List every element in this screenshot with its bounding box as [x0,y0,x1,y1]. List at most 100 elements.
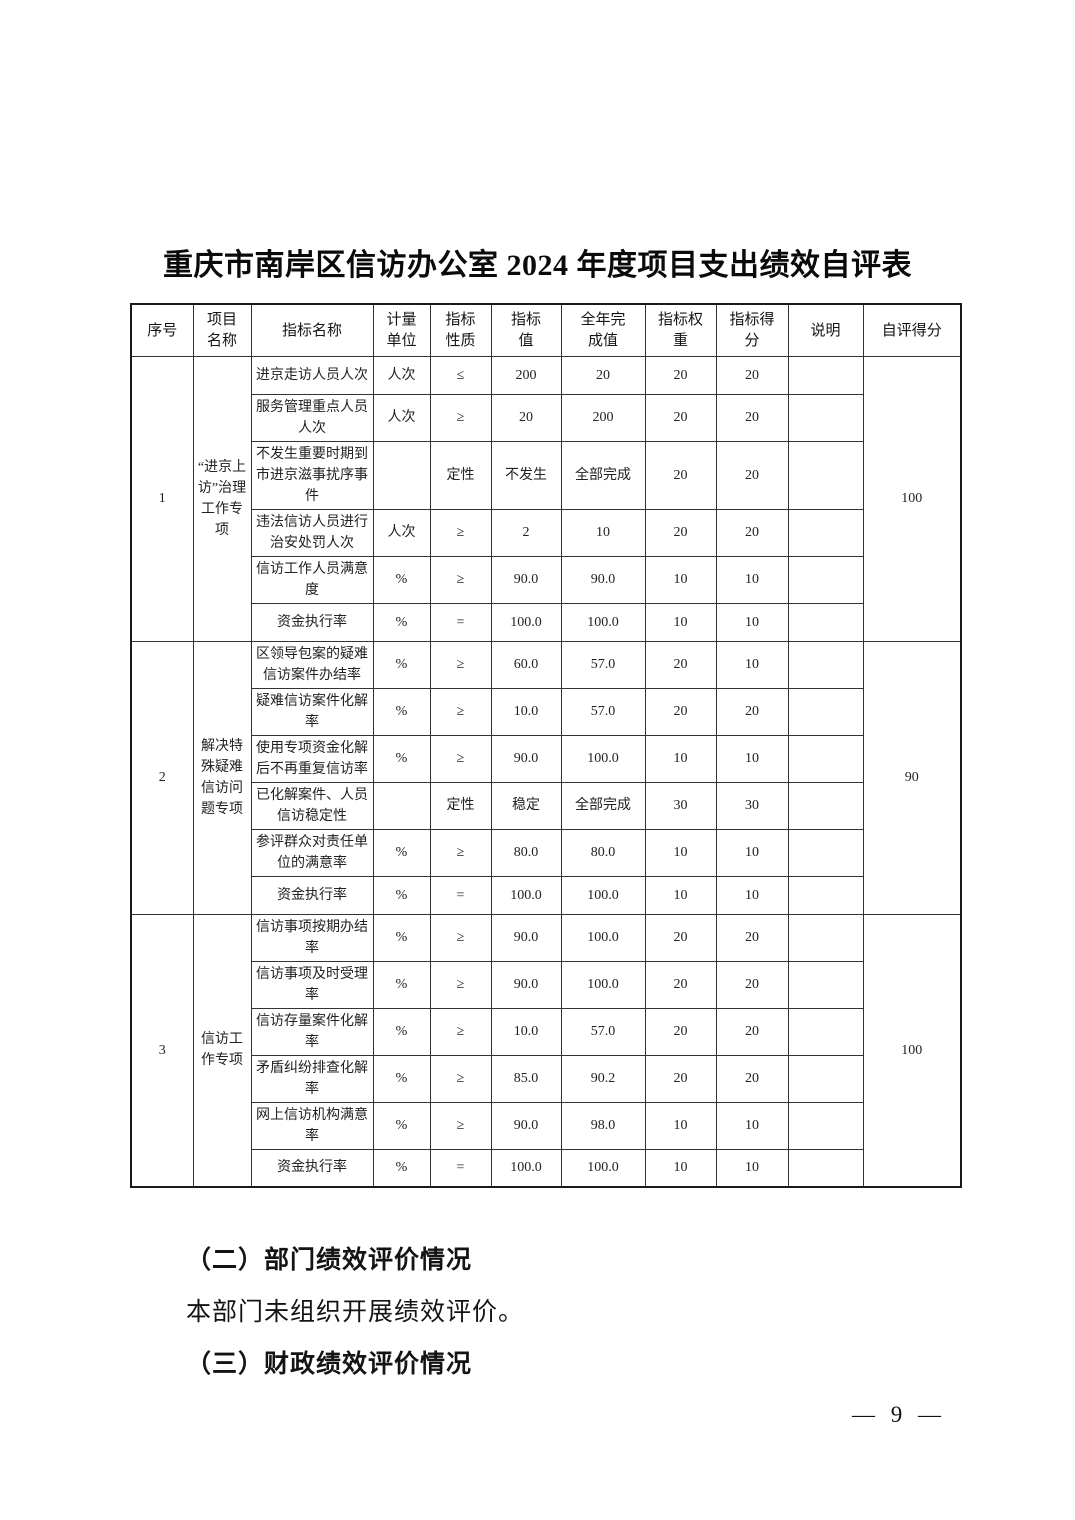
column-header-9: 说明 [787,303,864,357]
cell-weight: 20 [644,440,717,510]
cell-indicator-name: 网上信访机构满意率 [250,1101,374,1150]
cell-actual-value: 全部完成 [560,781,646,830]
cell-project-name: 解决特殊疑难信访问题专项 [192,640,252,915]
cell-indicator-name: 进京走访人员人次 [250,355,374,395]
cell-project-name: “进京上访”治理工作专项 [192,355,252,642]
cell-indicator-name: 信访存量案件化解率 [250,1007,374,1056]
cell-weight: 10 [644,734,717,783]
cell-score: 20 [715,440,789,510]
cell-target-value: 90.0 [490,913,562,962]
cell-target-value: 200 [490,355,562,395]
cell-indicator-name: 不发生重要时期到市进京滋事扰序事件 [250,440,374,510]
cell-unit: % [372,1007,431,1056]
column-header-7: 指标权 重 [644,303,717,357]
cell-weight: 20 [644,1054,717,1103]
cell-unit: % [372,1101,431,1150]
cell-weight: 10 [644,555,717,604]
cell-note [787,1101,864,1150]
cell-score: 20 [715,393,789,442]
cell-note [787,1007,864,1056]
cell-indicator-name: 已化解案件、人员信访稳定性 [250,781,374,830]
cell-self-score: 100 [862,913,962,1188]
cell-weight: 10 [644,602,717,642]
table-row: 服务管理重点人员人次 人次 ≥20 200 20 20 [131,393,961,442]
cell-weight: 10 [644,828,717,877]
cell-nature: ≤ [429,355,492,395]
column-header-8: 指标得 分 [715,303,789,357]
cell-nature: ≥ [429,960,492,1009]
table-row: 疑难信访案件化解率% ≥10.0 57.0 20 20 [131,687,961,736]
cell-score: 10 [715,602,789,642]
cell-note [787,508,864,557]
cell-actual-value: 90.0 [560,555,646,604]
cell-weight: 10 [644,1148,717,1188]
cell-score: 10 [715,640,789,689]
cell-indicator-name: 信访事项按期办结率 [250,913,374,962]
cell-nature: ≥ [429,393,492,442]
cell-unit: % [372,913,431,962]
cell-indicator-name: 信访事项及时受理率 [250,960,374,1009]
cell-weight: 10 [644,1101,717,1150]
cell-target-value: 60.0 [490,640,562,689]
cell-note [787,960,864,1009]
cell-actual-value: 10 [560,508,646,557]
cell-actual-value: 90.2 [560,1054,646,1103]
cell-actual-value: 57.0 [560,687,646,736]
cell-target-value: 100.0 [490,1148,562,1188]
cell-nature: = [429,602,492,642]
cell-score: 20 [715,960,789,1009]
cell-target-value: 2 [490,508,562,557]
cell-score: 10 [715,734,789,783]
cell-actual-value: 100.0 [560,875,646,915]
cell-nature: = [429,1148,492,1188]
cell-actual-value: 全部完成 [560,440,646,510]
cell-score: 20 [715,913,789,962]
cell-score: 20 [715,508,789,557]
column-header-5: 指标 值 [490,303,562,357]
cell-note [787,687,864,736]
cell-seq: 2 [130,640,194,915]
cell-note [787,1148,864,1188]
cell-target-value: 90.0 [490,1101,562,1150]
cell-unit: % [372,960,431,1009]
cell-unit: % [372,1054,431,1103]
table-row: 参评群众对责任单位的满意率% ≥80.0 80.0 10 10 [131,828,961,877]
table-body: 1 “进京上访”治理工作专项 进京走访人员人次 人次 ≤200 20 20 20 100 服务管理… [130,355,962,1188]
cell-note [787,913,864,962]
table-row: 信访事项及时受理率% ≥90.0 100.0 20 20 [131,960,961,1009]
cell-weight: 20 [644,913,717,962]
cell-indicator-name: 服务管理重点人员人次 [250,393,374,442]
cell-score: 20 [715,1054,789,1103]
cell-indicator-name: 违法信访人员进行治安处罚人次 [250,508,374,557]
cell-weight: 20 [644,508,717,557]
table-row: 2 解决特殊疑难信访问题专项 区领导包案的疑难信访案件办结率% ≥60.0 57.0 20… [130,640,962,915]
cell-actual-value: 80.0 [560,828,646,877]
cell-unit: 人次 [372,508,431,557]
cell-note [787,781,864,830]
table-row: 资金执行率% = 100.0 100.0 10 10 [131,602,961,642]
table-row: 信访存量案件化解率% ≥10.0 57.0 20 20 [131,1007,961,1056]
section-heading-finance-eval: （三）财政绩效评价情况 [186,1351,473,1378]
cell-score: 10 [715,875,789,915]
table-row: 信访工作人员满意度% ≥90.0 90.0 10 10 [131,555,961,604]
cell-self-score: 90 [862,640,962,915]
cell-unit: % [372,875,431,915]
table-row: 1 “进京上访”治理工作专项 进京走访人员人次 人次 ≤200 20 20 20 100 [130,355,962,642]
cell-indicator-name: 使用专项资金化解后不再重复信访率 [250,734,374,783]
column-header-10: 自评得分 [862,303,962,357]
section-paragraph-no-eval: 本部门未组织开展绩效评价。 [186,1299,525,1326]
cell-target-value: 稳定 [490,781,562,830]
cell-unit: % [372,640,431,689]
table-row: 使用专项资金化解后不再重复信访率% ≥90.0 100.0 10 10 [131,734,961,783]
cell-note [787,602,864,642]
cell-score: 10 [715,555,789,604]
cell-nature: = [429,875,492,915]
cell-indicator-name: 信访工作人员满意度 [250,555,374,604]
cell-target-value: 10.0 [490,1007,562,1056]
cell-nature: ≥ [429,913,492,962]
cell-weight: 20 [644,393,717,442]
cell-actual-value: 100.0 [560,960,646,1009]
cell-note [787,393,864,442]
cell-weight: 30 [644,781,717,830]
